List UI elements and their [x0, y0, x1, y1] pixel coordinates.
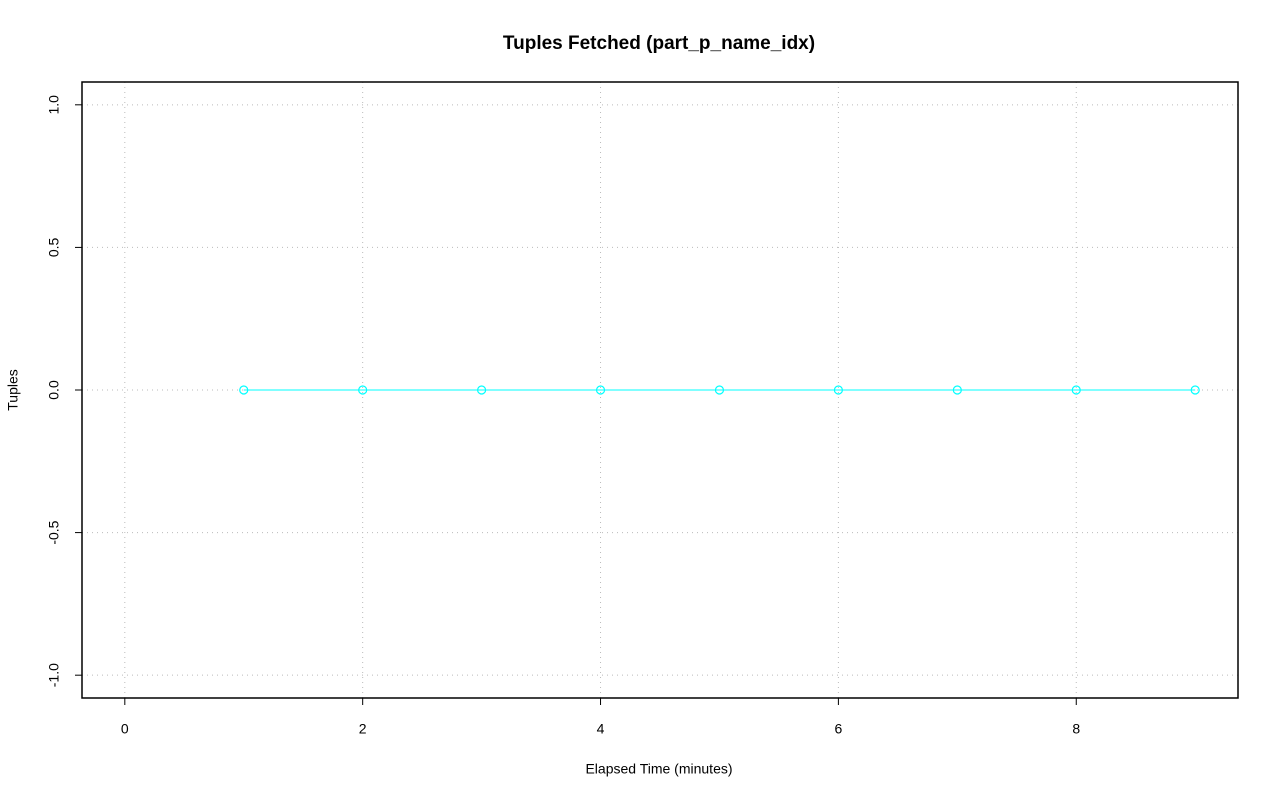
data-point [1071, 385, 1081, 395]
chart-title: Tuples Fetched (part_p_name_idx) [503, 33, 815, 54]
x-tick-label: 4 [597, 721, 605, 737]
data-point [714, 385, 725, 395]
data-point [358, 385, 368, 395]
data-point [1190, 385, 1200, 395]
y-tick-label: 0.0 [46, 380, 62, 400]
y-tick-label: -0.5 [46, 520, 62, 544]
y-tick-label: -1.0 [46, 663, 62, 687]
data-point [833, 385, 843, 395]
x-tick-label: 2 [359, 721, 367, 737]
y-axis-label: Tuples [5, 369, 21, 411]
plot-frame [81, 81, 1239, 699]
x-tick-label: 8 [1072, 721, 1080, 737]
data-point [239, 385, 249, 395]
y-tick-label: 1.0 [46, 95, 62, 115]
data-point [952, 385, 962, 395]
y-tick-label: 0.5 [46, 237, 62, 257]
x-tick-label: 0 [121, 721, 129, 737]
data-point [595, 385, 606, 395]
x-tick-label: 6 [834, 721, 842, 737]
data-point [477, 385, 487, 395]
x-axis-label: Elapsed Time (minutes) [585, 761, 732, 777]
